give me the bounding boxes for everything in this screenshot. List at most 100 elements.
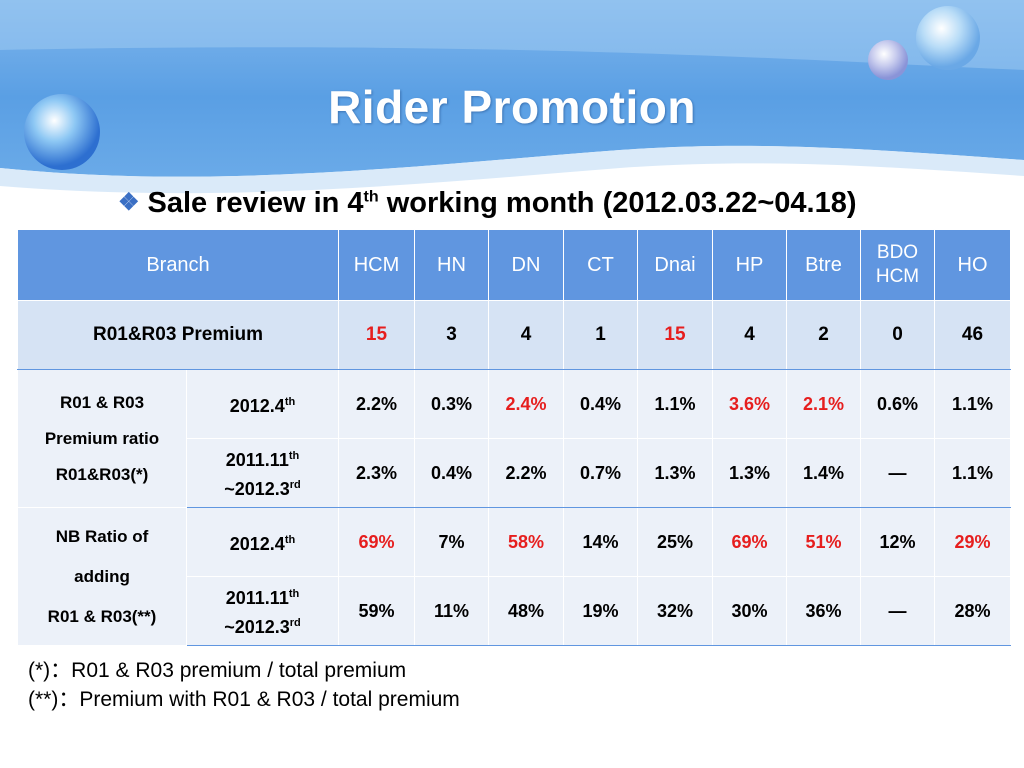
table-cell: 0.4% [563,369,638,439]
group-label-line: adding [74,566,130,586]
table-cell: 3.6% [712,369,787,439]
orb-right-large [916,6,980,70]
table-row: R01 & R03 Premium ratio R01&R03(*) 2012.… [17,369,1011,508]
diamond-bullet-icon: ❖ [118,189,140,216]
table-cell: 46 [934,300,1011,370]
table-cell: 32% [637,576,713,646]
table-cell: 69% [712,507,787,577]
table-cell: 59% [338,576,415,646]
period-sup: th [288,450,300,462]
table-cell: 19% [563,576,638,646]
subtitle-suffix: working month (2012.03.22~04.18) [378,187,857,219]
table-cell: 1.3% [637,438,713,508]
table-cell: 69% [338,507,415,577]
table-cell: 1.3% [712,438,787,508]
slide-subtitle: ❖ Sale review in 4th working month (2012.… [118,187,857,220]
table-row: 2011.11th ~2012.3rd 2.3% 0.4% 2.2% 0.7% … [18,438,1011,508]
period-sup: rd [289,617,301,629]
table-cell: 51% [786,507,861,577]
table-row: 2011.11th ~2012.3rd 59% 11% 48% 19% 32% … [18,576,1011,646]
header-col: Btre [786,229,861,301]
group-label-line: R01 & R03 [59,392,145,412]
table-cell: 0.3% [414,369,489,439]
table-cell: 7% [414,507,489,577]
header-col: CT [563,229,638,301]
group-label-line: NB Ratio of [55,526,149,546]
period-text: 2012.4 [229,395,285,416]
subtitle-sup: th [363,188,379,206]
table-cell: 0.6% [860,369,935,439]
group-label-line: Premium ratio [44,428,160,448]
table-cell: 1.1% [637,369,713,439]
table-row: NB Ratio of adding R01 & R03(**) 2012.4t… [17,507,1011,646]
table-cell: 28% [934,576,1011,646]
period-text: 2012.4 [229,533,285,554]
row-label-premium: R01&R03 Premium [17,300,339,370]
table-cell: 2.3% [338,438,415,508]
table-cell: 30% [712,576,787,646]
header-col: HN [414,229,489,301]
table-cell: 36% [786,576,861,646]
table-cell: 29% [934,507,1011,577]
table-cell: 15 [637,300,713,370]
period-cell: 2011.11th ~2012.3rd [186,438,339,508]
sales-table: Branch HCM HN DN CT Dnai HP Btre BDO HCM… [17,229,1011,646]
orb-right-small [868,40,908,80]
table-cell: 0.7% [563,438,638,508]
table-cell: 58% [488,507,564,577]
subtitle-prefix: Sale review in 4 [147,187,364,219]
header-background [0,0,1024,194]
table-cell: 2 [786,300,861,370]
table-cell: 2.2% [338,369,415,439]
table-cell: 1.1% [934,438,1011,508]
period-sup: th [284,395,296,408]
table-cell: 14% [563,507,638,577]
table-cell: 2.2% [488,438,564,508]
row-group-label-nb-ratio: NB Ratio of adding R01 & R03(**) [17,507,187,646]
footnote: (*)：R01 & R03 premium / total premium [28,659,407,682]
header-col: HCM [338,229,415,301]
header-branch: Branch [17,229,339,301]
row-group-label-premium-ratio: R01 & R03 Premium ratio R01&R03(*) [17,369,187,508]
table-cell: 2.4% [488,369,564,439]
table-cell: — [860,438,935,508]
header-col: Dnai [637,229,713,301]
table-cell: 25% [637,507,713,577]
table-cell: 4 [488,300,564,370]
period-text: ~2012.3 [224,617,290,637]
table-cell: 15 [338,300,415,370]
table-cell: 0.4% [414,438,489,508]
header-banner: Rider Promotion [0,0,1024,200]
period-sup: rd [289,479,301,491]
table-cell: 2.1% [786,369,861,439]
slide-title: Rider Promotion [328,81,696,133]
footnote: (**)：Premium with R01 & R03 / total prem… [28,688,460,711]
table-cell: 3 [414,300,489,370]
group-label-line: R01&R03(*) [55,464,149,484]
period-cell: 2011.11th ~2012.3rd [186,576,339,646]
period-text: 2011.11 [225,588,289,608]
table-header-row: Branch HCM HN DN CT Dnai HP Btre BDO HCM… [17,229,1011,301]
period-cell: 2012.4th [186,369,339,439]
period-cell: 2012.4th [186,507,339,577]
table-cell: 12% [860,507,935,577]
period-text: ~2012.3 [224,479,290,499]
table-cell: 11% [414,576,489,646]
group-label-line: R01 & R03(**) [47,606,157,626]
table-cell: 1.1% [934,369,1011,439]
period-sup: th [288,588,300,600]
table-cell: 1 [563,300,638,370]
period-text: 2011.11 [225,450,289,470]
period-sup: th [284,533,296,546]
table-cell: 48% [488,576,564,646]
table-cell: 4 [712,300,787,370]
header-col: HP [712,229,787,301]
table-cell: 0 [860,300,935,370]
table-cell: 1.4% [786,438,861,508]
table-cell: — [860,576,935,646]
table-row-premium: R01&R03 Premium 15 3 4 1 15 4 2 0 46 [17,300,1011,370]
header-col: DN [488,229,564,301]
orb-left [24,94,100,170]
header-col: BDO HCM [860,229,935,301]
header-col: HO [934,229,1011,301]
